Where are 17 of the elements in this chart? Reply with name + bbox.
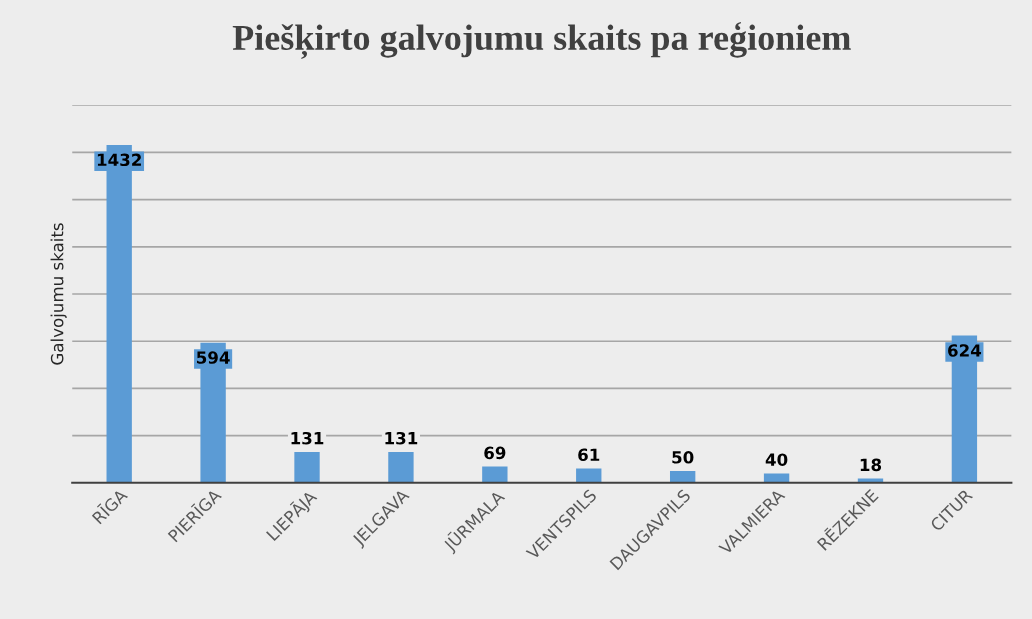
data-label: 1432 [97, 153, 141, 167]
data-label: 18 [860, 458, 882, 472]
chart-title: Piešķirto galvojumu skaits pa reģioniem [232, 21, 851, 59]
data-label: 624 [948, 344, 982, 357]
data-label: 594 [197, 351, 230, 364]
bar [294, 451, 320, 483]
data-label: 40 [765, 453, 788, 466]
data-label: 50 [672, 451, 694, 464]
y-axis-title: Galvojumu skaits [50, 223, 67, 365]
data-label: 61 [578, 448, 600, 462]
data-label: 69 [484, 446, 506, 460]
bar [388, 451, 414, 483]
data-label: 131 [385, 431, 418, 445]
data-label: 131 [291, 431, 324, 445]
bar [763, 473, 790, 483]
bar [669, 471, 696, 483]
bar [576, 468, 602, 483]
